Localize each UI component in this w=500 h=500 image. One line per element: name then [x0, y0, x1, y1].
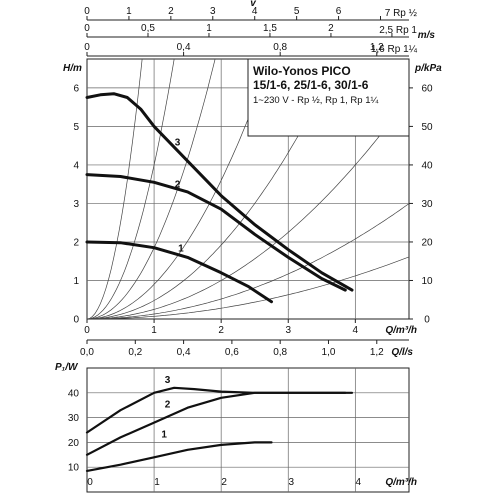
- kpa-tick-label: 50: [421, 122, 433, 133]
- kpa-tick-label: 10: [421, 276, 433, 287]
- info-title: Wilo-Yonos PICO: [253, 64, 351, 78]
- lower-x-tick-label: 1: [154, 477, 160, 488]
- system-curves: [87, 59, 409, 319]
- pump-curve-3: [85, 92, 354, 292]
- pump-curve-2: [85, 173, 347, 292]
- upper-x-tick-label: 1: [151, 325, 157, 336]
- lower-y-tick-label: 40: [68, 388, 80, 399]
- velocity-scale-tick-label: 0,8: [273, 42, 287, 53]
- upper-y-tick-label: 2: [73, 237, 79, 248]
- upper-x-tick-label: 4: [353, 325, 359, 336]
- power-curve-3: [85, 386, 354, 434]
- power-curve-label-1: 1: [161, 429, 167, 440]
- lower-y-tick-label: 10: [68, 463, 80, 474]
- velocity-scale-tick-label: 6: [336, 6, 342, 17]
- kpa-tick-label: 40: [421, 160, 433, 171]
- pump-curve-1: [85, 240, 273, 304]
- power-curve-label-2: 2: [165, 400, 171, 411]
- lower-y-tick-label: 20: [68, 438, 80, 449]
- upper-y-tick-label: 0: [73, 315, 79, 326]
- velocity-scale-tick-label: 4: [252, 6, 258, 17]
- lower-x-tick-label: 4: [356, 477, 362, 488]
- velocity-scale-tick-label: 5: [294, 6, 300, 17]
- upper-y-tick-label: 5: [73, 122, 79, 133]
- upper-x-axis-title: Q/m³/h: [385, 325, 417, 336]
- upper-y-tick-label: 3: [73, 199, 79, 210]
- kpa-tick-label: 30: [421, 199, 433, 210]
- flow-ls-unit: Q/l/s: [391, 347, 413, 358]
- velocity-scale-tick-label: 0: [84, 6, 90, 17]
- power-curve-label-3: 3: [165, 375, 171, 386]
- kpa-tick-label: 0: [424, 315, 430, 326]
- system-curve: [87, 59, 272, 319]
- velocity-unit-ms: m/s: [418, 30, 436, 41]
- flow-ls-tick-label: 1,2: [370, 347, 384, 358]
- kpa-axis-title: p/kPa: [414, 63, 442, 74]
- velocity-scale-tick-label: 2: [328, 23, 334, 34]
- flow-ls-tick-label: 0,4: [177, 347, 191, 358]
- upper-y-tick-label: 6: [73, 83, 79, 94]
- lower-plot-frame: [86, 367, 410, 493]
- lower-x-tick-label: 3: [288, 477, 294, 488]
- system-curve: [87, 59, 339, 319]
- flow-ls-tick-label: 0,8: [273, 347, 287, 358]
- velocity-scale-end-label: 1,6 Rp 1¼: [371, 43, 418, 55]
- velocity-scale-tick-label: 0,4: [177, 42, 191, 53]
- upper-y-tick-label: 4: [73, 160, 79, 171]
- velocity-scale-end-label: 7 Rp ½: [385, 8, 418, 19]
- system-curve: [87, 59, 175, 319]
- flow-ls-tick-label: 1,0: [322, 347, 336, 358]
- system-curve: [87, 59, 216, 319]
- velocity-scale-end-label: 2,5 Rp 1: [379, 25, 417, 36]
- velocity-scale-tick-label: 2: [168, 6, 174, 17]
- upper-x-tick-label: 2: [218, 325, 224, 336]
- system-curve: [87, 96, 409, 319]
- lower-x-tick-label: 2: [221, 477, 227, 488]
- velocity-scale-tick-label: 3: [210, 6, 216, 17]
- lower-x-tick-label: 0: [87, 477, 93, 488]
- system-curve: [87, 256, 409, 319]
- velocity-scale-tick-label: 1,5: [263, 23, 277, 34]
- velocity-scale-tick-label: 1,2: [370, 42, 384, 53]
- velocity-scale-tick-label: 0: [84, 42, 90, 53]
- power-curve-1: [85, 441, 273, 472]
- kpa-tick-label: 60: [421, 83, 433, 94]
- system-curve: [87, 59, 143, 319]
- lower-y-tick-label: 30: [68, 413, 80, 424]
- upper-x-tick-label: 3: [285, 325, 291, 336]
- upper-y-tick-label: 1: [73, 276, 79, 287]
- flow-ls-tick-label: 0,2: [128, 347, 142, 358]
- lower-x-axis-title: Q/m³/h: [385, 477, 417, 488]
- velocity-title-v: v: [250, 0, 257, 9]
- info-box: [247, 58, 410, 137]
- pump-curve-label-3: 3: [175, 138, 181, 149]
- flow-ls-tick-label: 0,0: [80, 347, 94, 358]
- velocity-scale-tick-label: 0: [84, 23, 90, 34]
- velocity-scale-tick-label: 1: [206, 23, 212, 34]
- pump-curve-label-2: 2: [175, 179, 181, 190]
- upper-y-axis-title: H/m: [63, 63, 82, 74]
- upper-x-tick-label: 0: [84, 325, 90, 336]
- info-note: 1~230 V - Rp ½, Rp 1, Rp 1¼: [253, 95, 379, 106]
- info-subtitle: 15/1-6, 25/1-6, 30/1-6: [253, 78, 369, 92]
- lower-y-axis-title: P₁/W: [55, 362, 79, 373]
- system-curve: [87, 203, 409, 319]
- velocity-scale-tick-label: 0,5: [141, 23, 155, 34]
- flow-ls-tick-label: 0,6: [225, 347, 239, 358]
- velocity-scale-tick-label: 1: [126, 6, 132, 17]
- kpa-tick-label: 20: [421, 237, 433, 248]
- pump-curve-label-1: 1: [178, 244, 184, 255]
